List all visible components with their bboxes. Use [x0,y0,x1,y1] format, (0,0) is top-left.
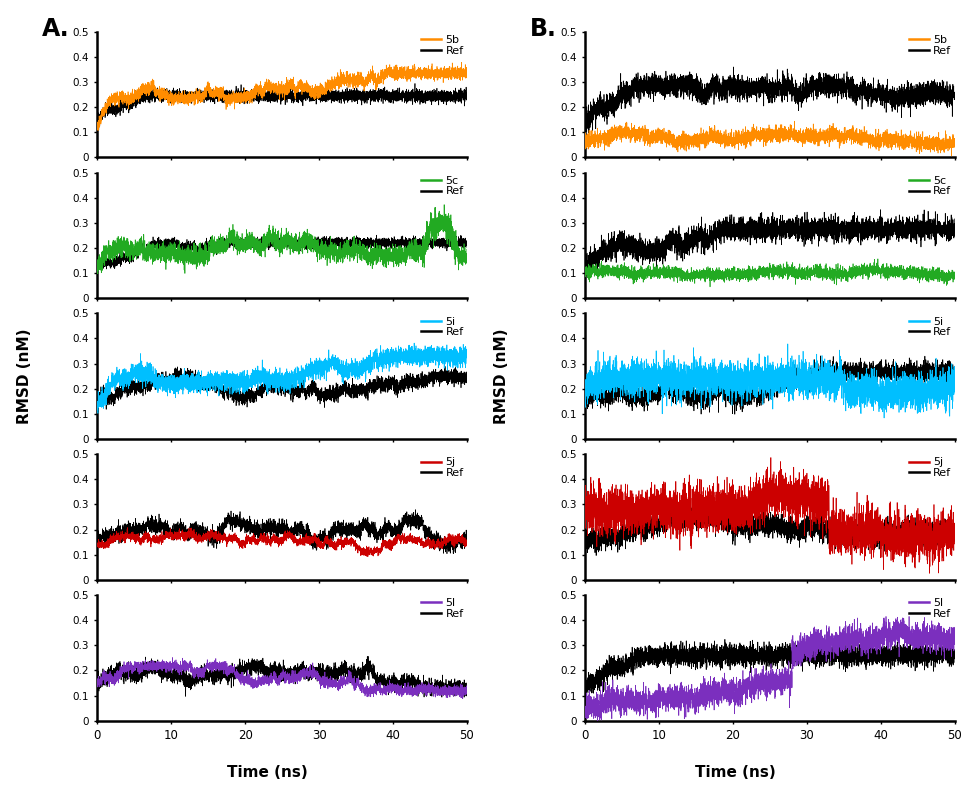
Legend: 5i, Ref: 5i, Ref [420,315,465,338]
Text: Time (ns): Time (ns) [228,765,308,779]
Text: Time (ns): Time (ns) [695,765,775,779]
Legend: 5l, Ref: 5l, Ref [420,597,465,620]
Legend: 5b, Ref: 5b, Ref [420,34,465,57]
Legend: 5b, Ref: 5b, Ref [908,34,953,57]
Text: A.: A. [42,17,69,40]
Legend: 5c, Ref: 5c, Ref [908,175,953,197]
Text: RMSD (nM): RMSD (nM) [494,329,509,424]
Legend: 5c, Ref: 5c, Ref [420,175,465,197]
Text: B.: B. [530,17,556,40]
Text: RMSD (nM): RMSD (nM) [17,329,32,424]
Legend: 5j, Ref: 5j, Ref [908,456,953,479]
Legend: 5l, Ref: 5l, Ref [908,597,953,620]
Legend: 5j, Ref: 5j, Ref [420,456,465,479]
Legend: 5i, Ref: 5i, Ref [908,315,953,338]
